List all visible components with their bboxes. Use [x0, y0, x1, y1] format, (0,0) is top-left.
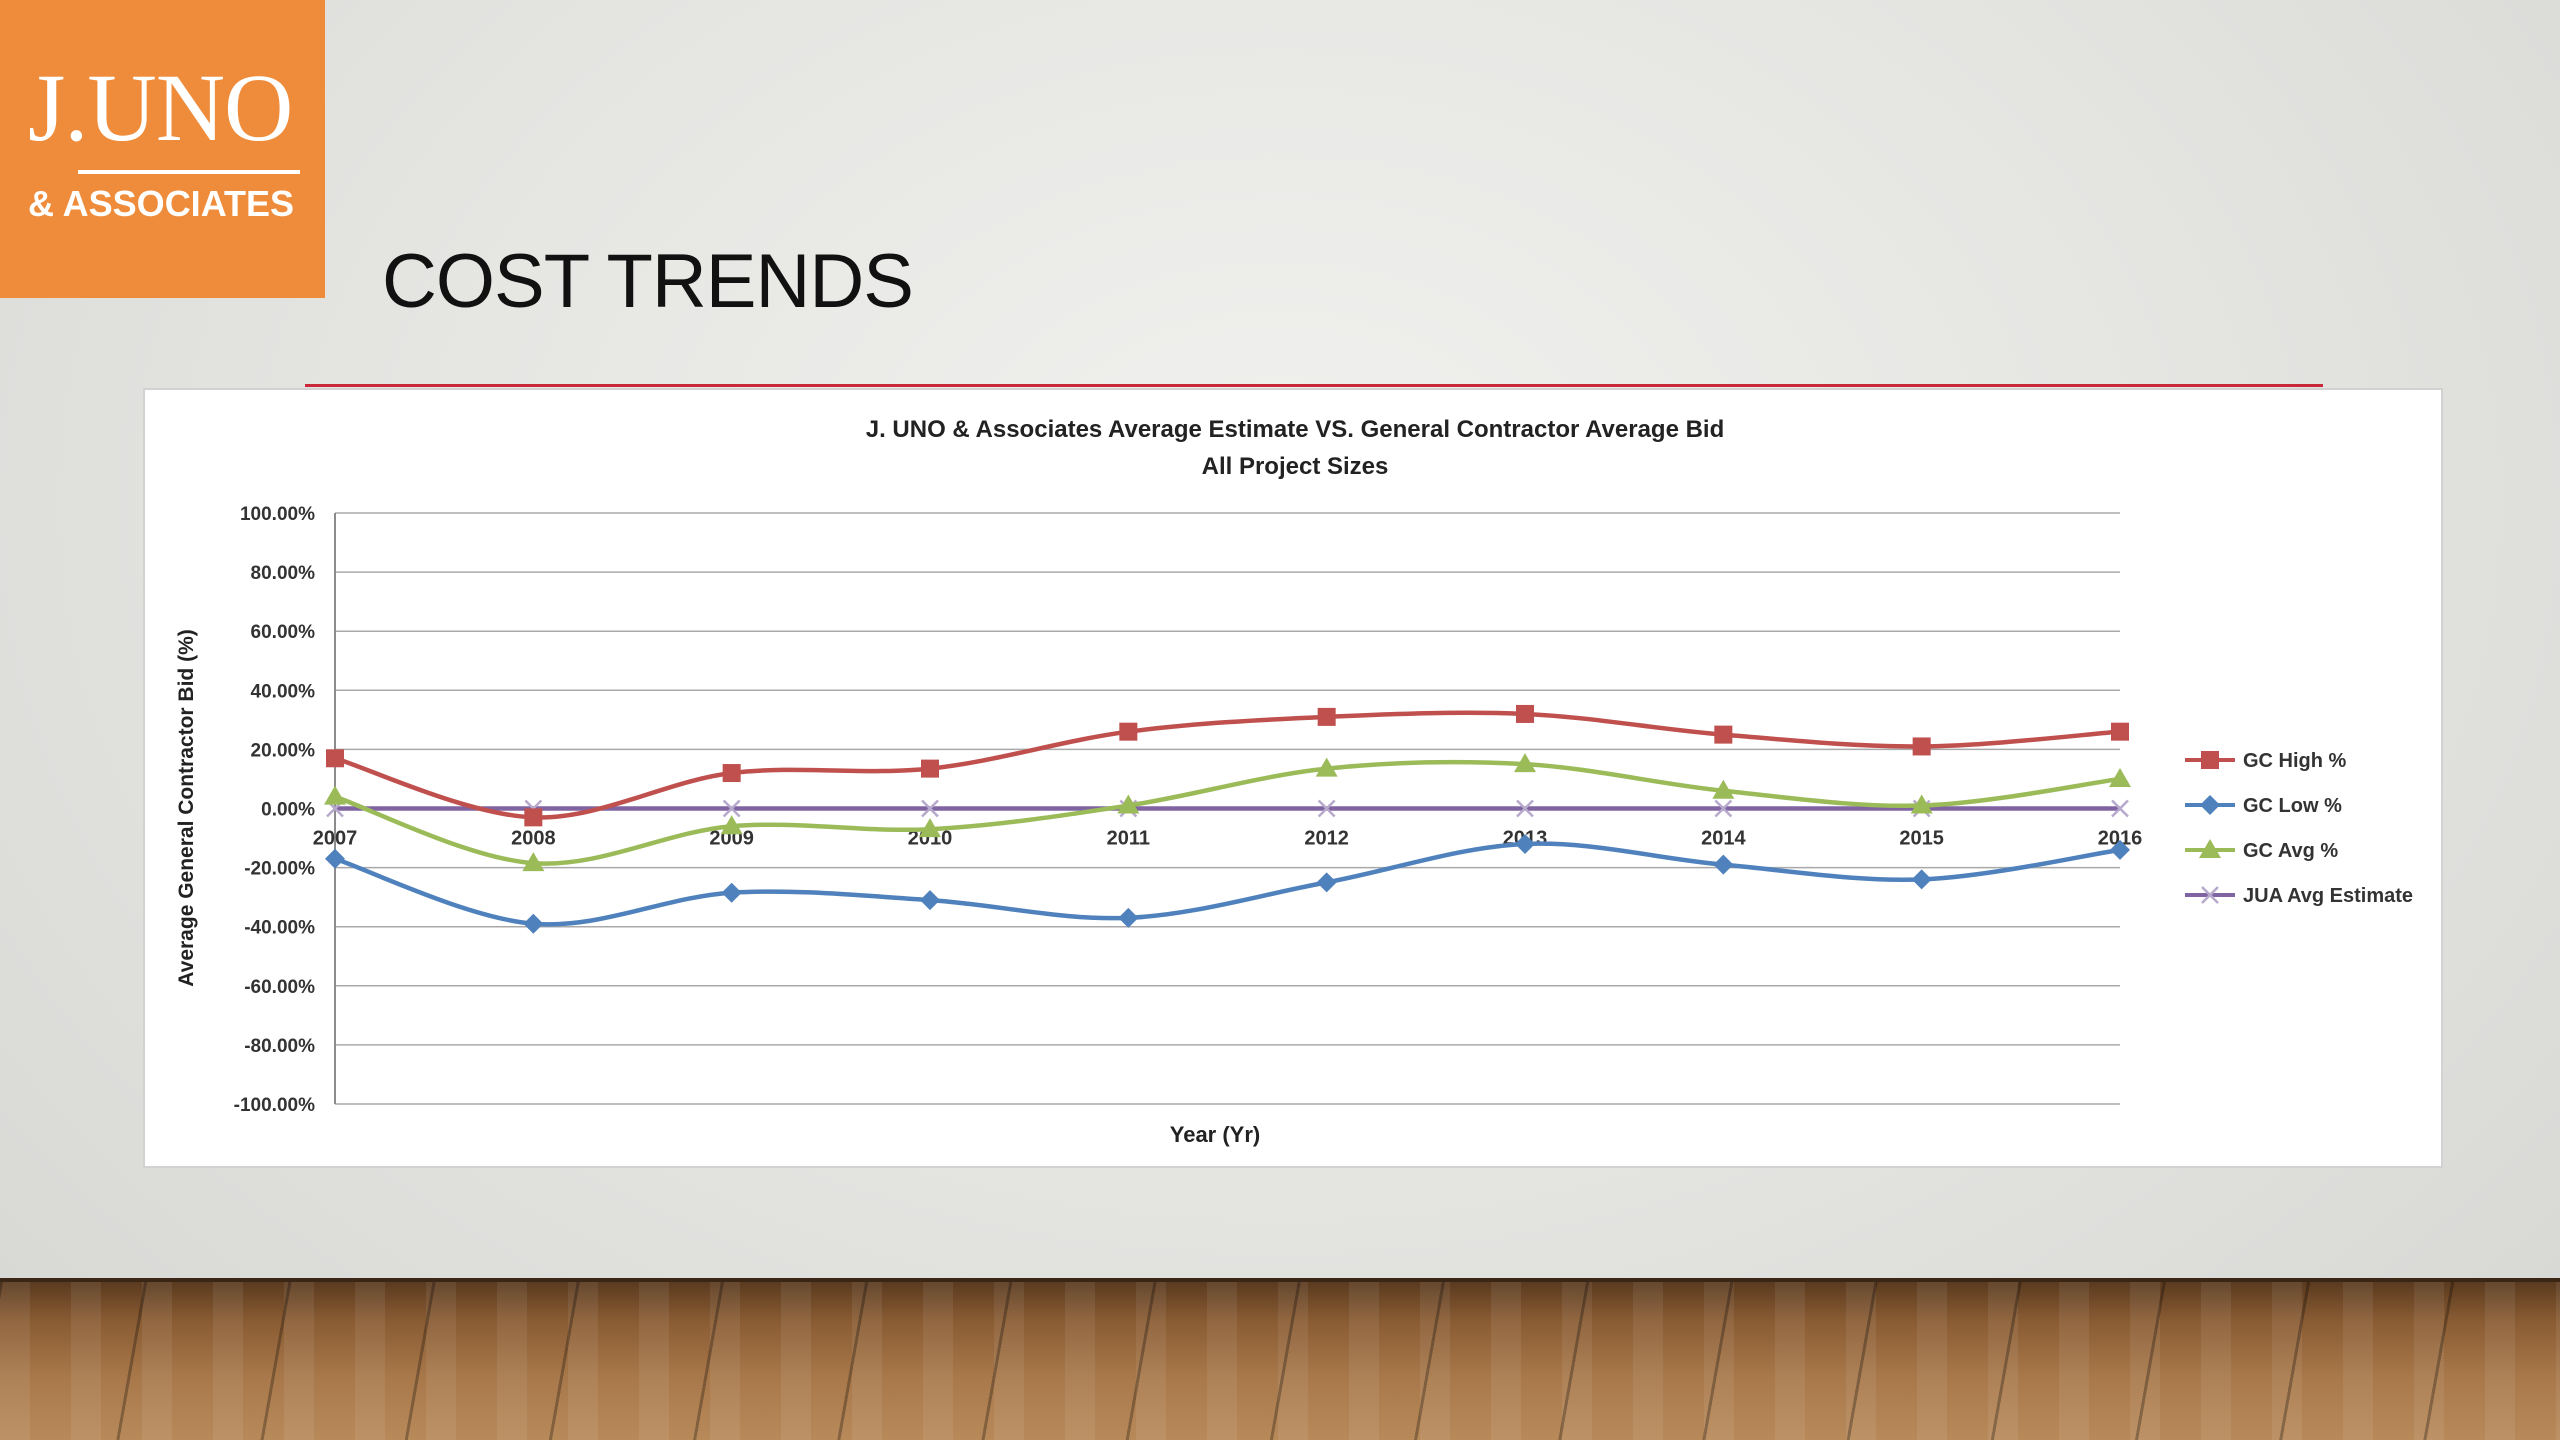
- y-tick-label: 40.00%: [251, 681, 316, 702]
- legend-marker: [2201, 886, 2219, 904]
- x-tick-label: 2012: [1304, 828, 1349, 850]
- data-point-gc-high: [1516, 704, 1534, 723]
- slide-title: COST TRENDS: [382, 239, 914, 324]
- data-point-gc-avg: [2109, 767, 2131, 787]
- x-axis-title: Year (Yr): [1170, 1122, 1261, 1147]
- data-point-gc-avg: [1910, 794, 1933, 814]
- y-tick-label: 20.00%: [251, 740, 316, 761]
- y-tick-label: -20.00%: [244, 859, 315, 880]
- floor-edge: [0, 1278, 2560, 1284]
- data-point-gc-avg: [522, 852, 545, 872]
- y-tick-label: 0.00%: [261, 800, 315, 821]
- data-point-jua-avg-estimate: [2111, 799, 2129, 818]
- x-tick-label: 2008: [511, 828, 556, 850]
- chart-panel: J. UNO & Associates Average Estimate VS.…: [143, 388, 2443, 1168]
- x-tick-label: 2015: [1899, 828, 1944, 850]
- series-line-gc-avg: [334, 759, 2121, 866]
- data-point-gc-high: [1912, 737, 1931, 756]
- x-tick-label: 2007: [313, 828, 358, 850]
- x-tick-label: 2011: [1107, 828, 1150, 850]
- series-line-gc-high: [334, 710, 2121, 820]
- x-tick-label: 2010: [908, 828, 953, 850]
- data-point-gc-low: [721, 882, 742, 903]
- data-point-gc-high: [1714, 725, 1733, 744]
- x-tick-label: 2014: [1701, 828, 1746, 850]
- logo-line-2: & ASSOCIATES: [28, 183, 295, 224]
- wood-floor-decor: [0, 1282, 2560, 1440]
- chart-title: J. UNO & Associates Average Estimate VS.…: [866, 416, 1725, 443]
- data-point-gc-high: [921, 759, 939, 778]
- data-point-jua-avg-estimate: [1516, 799, 1534, 818]
- chart-subtitle: All Project Sizes: [1202, 453, 1389, 480]
- legend-label: GC Avg %: [2243, 840, 2338, 862]
- y-tick-label: 60.00%: [251, 622, 316, 643]
- series-line-gc-low: [334, 841, 2121, 927]
- data-point-gc-avg: [1117, 794, 1140, 814]
- legend-label: GC High %: [2243, 750, 2347, 772]
- data-point-gc-low: [1118, 907, 1139, 928]
- legend-label: JUA Avg Estimate: [2243, 885, 2413, 907]
- data-point-gc-avg: [1712, 779, 1735, 799]
- company-logo: J.UNO & ASSOCIATES: [0, 0, 325, 298]
- data-point-jua-avg-estimate: [1714, 799, 1733, 818]
- y-tick-label: -80.00%: [244, 1036, 315, 1057]
- y-tick-label: -100.00%: [234, 1095, 315, 1116]
- data-point-gc-low: [325, 848, 345, 869]
- x-tick-label: 2016: [2098, 828, 2143, 850]
- title-divider: [305, 384, 2323, 387]
- y-tick-label: -60.00%: [244, 977, 315, 998]
- data-point-gc-low: [1911, 869, 1932, 890]
- data-point-gc-avg: [1315, 757, 1338, 777]
- data-point-gc-high: [722, 764, 741, 783]
- data-point-gc-low: [920, 890, 940, 911]
- data-point-gc-high: [2111, 722, 2129, 741]
- legend-marker: [2200, 795, 2220, 815]
- data-point-jua-avg-estimate: [921, 799, 939, 818]
- data-point-gc-high: [1119, 722, 1138, 741]
- data-point-gc-avg: [324, 785, 346, 805]
- data-point-jua-avg-estimate: [1317, 799, 1336, 818]
- data-point-gc-avg: [720, 815, 743, 835]
- data-point-gc-high: [524, 808, 543, 827]
- line-chart: J. UNO & Associates Average Estimate VS.…: [175, 416, 2413, 1147]
- data-point-gc-avg: [1514, 753, 1536, 773]
- data-point-gc-low: [1316, 872, 1337, 893]
- legend-marker: [2199, 839, 2221, 858]
- data-point-gc-high: [326, 749, 344, 768]
- legend-marker: [2201, 751, 2219, 769]
- data-point-gc-high: [1317, 707, 1336, 726]
- y-axis-title: Average General Contractor Bid (%): [175, 629, 198, 986]
- data-point-jua-avg-estimate: [722, 799, 741, 818]
- data-point-gc-low: [2110, 839, 2130, 860]
- logo-rule: [78, 170, 300, 174]
- x-tick-label: 2009: [709, 828, 754, 850]
- y-tick-label: 100.00%: [240, 504, 315, 525]
- data-point-gc-low: [1515, 833, 1535, 854]
- y-tick-label: 80.00%: [251, 563, 316, 584]
- data-point-gc-low: [1713, 854, 1734, 875]
- y-tick-label: -40.00%: [244, 918, 315, 939]
- data-point-gc-avg: [919, 818, 941, 838]
- legend-label: GC Low %: [2243, 795, 2342, 817]
- logo-line-1: J.UNO: [28, 54, 293, 161]
- data-point-gc-low: [523, 913, 544, 934]
